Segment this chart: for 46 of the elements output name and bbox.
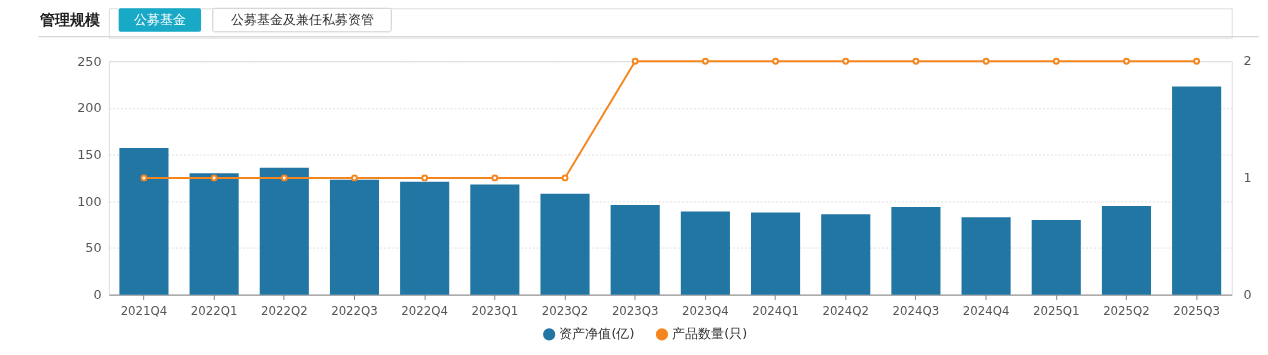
y2-tick-label: 2: [1243, 53, 1252, 69]
x-tick-label: 2024Q2: [822, 303, 870, 318]
x-tick-label: 2023Q3: [611, 303, 659, 318]
bar: [1172, 86, 1222, 295]
x-tick-label: 2021Q4: [120, 303, 168, 318]
legend-label: 产品数量(只): [672, 326, 748, 342]
bar: [470, 184, 520, 295]
text: 公募基金及兼任私募资管: [230, 11, 374, 27]
bar: [259, 167, 309, 295]
bar: [540, 193, 590, 295]
bar: [119, 148, 169, 295]
bar: [610, 205, 660, 295]
bar: [961, 217, 1011, 295]
bar: [1031, 219, 1081, 295]
y-tick-label: 0: [93, 287, 102, 303]
y-tick-label: 250: [77, 53, 102, 69]
x-tick-label: 2025Q1: [1032, 303, 1080, 318]
x-tick-label: 2023Q2: [541, 303, 589, 318]
y2-tick-label: 0: [1243, 286, 1252, 302]
y-tick-label: 200: [77, 100, 102, 116]
bar: [891, 206, 941, 295]
x-tick-label: 2022Q3: [331, 303, 378, 318]
x-tick-label: 2022Q2: [260, 303, 308, 318]
y-tick-label: 100: [77, 193, 102, 209]
bar: [329, 179, 380, 295]
legend-label: 资产净值(亿): [559, 326, 635, 342]
bar: [1101, 205, 1152, 295]
x-tick-label: 2022Q4: [401, 303, 448, 318]
bar: [189, 173, 239, 295]
text: 公募基金: [133, 11, 186, 27]
bar: [821, 214, 871, 295]
x-tick-label: 2023Q1: [471, 303, 519, 318]
x-tick-label: 2024Q1: [752, 303, 799, 318]
x-tick-label: 2024Q3: [892, 303, 940, 318]
y2-tick-label: 1: [1243, 169, 1252, 185]
bar: [680, 211, 730, 295]
bar: [750, 212, 801, 295]
x-tick-label: 2023Q4: [682, 303, 729, 318]
bar: [400, 181, 450, 295]
chart-title: 管理规模: [39, 10, 101, 28]
y-tick-label: 150: [77, 147, 102, 163]
x-tick-label: 2022Q1: [190, 303, 238, 318]
x-tick-label: 2025Q2: [1103, 303, 1150, 318]
y-tick-label: 50: [85, 240, 102, 256]
x-tick-label: 2024Q4: [962, 303, 1010, 318]
x-tick-label: 2025Q3: [1173, 303, 1220, 318]
